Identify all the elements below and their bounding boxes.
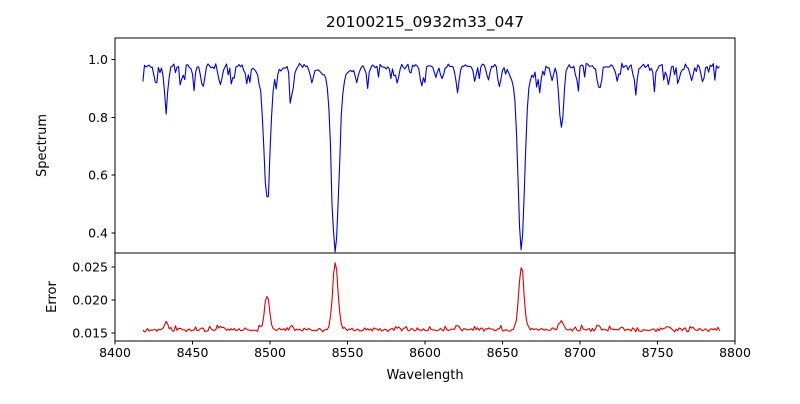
plot-frames (114, 37, 736, 342)
spectrum-plot-frame (114, 37, 736, 254)
error-y-tick-label: 0.025 (72, 259, 108, 274)
spectrum-y-tick-label: 0.8 (88, 110, 108, 125)
x-tick-label: 8650 (487, 345, 519, 360)
spectrum-y-tick-label: 1.0 (88, 52, 108, 67)
spectrum-y-axis-label: Spectrum (35, 114, 50, 177)
spectrum-path (142, 62, 720, 253)
x-tick-label: 8600 (409, 345, 441, 360)
x-tick-label: 8550 (332, 345, 364, 360)
x-tick-label: 8800 (719, 345, 751, 360)
x-tick-label: 8750 (642, 345, 674, 360)
spectrum-y-tick-label: 0.4 (88, 225, 108, 240)
error-path (142, 262, 721, 333)
x-tick-label: 8400 (99, 345, 131, 360)
error-plot-frame (114, 252, 736, 342)
error-y-axis-label: Error (45, 281, 60, 313)
spectrum-y-tick-label: 0.6 (88, 168, 108, 183)
error-y-tick-label: 0.015 (72, 326, 108, 341)
x-axis-label: Wavelength (386, 368, 463, 383)
error-y-tick-label: 0.020 (72, 292, 108, 307)
x-tick-label: 8700 (564, 345, 596, 360)
plot-title: 20100215_0932m33_047 (326, 13, 524, 32)
x-tick-label: 8450 (177, 345, 209, 360)
spectrum-line (142, 62, 720, 253)
error-line (142, 262, 721, 333)
x-tick-label: 8500 (254, 345, 286, 360)
axis-ticks: 8400 8450 8500 8550 8600 8650 8700 8750 8800 0.4 0… (72, 52, 751, 360)
